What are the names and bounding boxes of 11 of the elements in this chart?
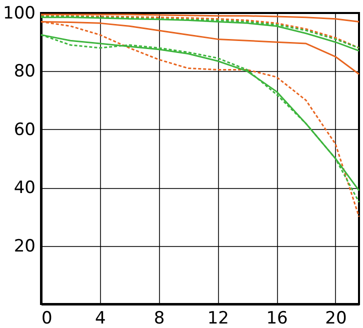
x-tick-label: 20	[325, 308, 347, 328]
y-tick-label: 80	[14, 62, 36, 82]
y-tick-label: 100	[3, 4, 36, 24]
y-tick-label: 60	[14, 120, 36, 140]
x-tick-label: 4	[94, 308, 106, 328]
x-tick-label: 12	[207, 308, 229, 328]
y-tick-label: 40	[14, 178, 36, 198]
x-tick-label: 8	[154, 308, 165, 328]
x-tick-label: 0	[42, 308, 52, 328]
x-tick-label: 16	[266, 308, 288, 328]
y-tick-label: 20	[14, 236, 36, 256]
